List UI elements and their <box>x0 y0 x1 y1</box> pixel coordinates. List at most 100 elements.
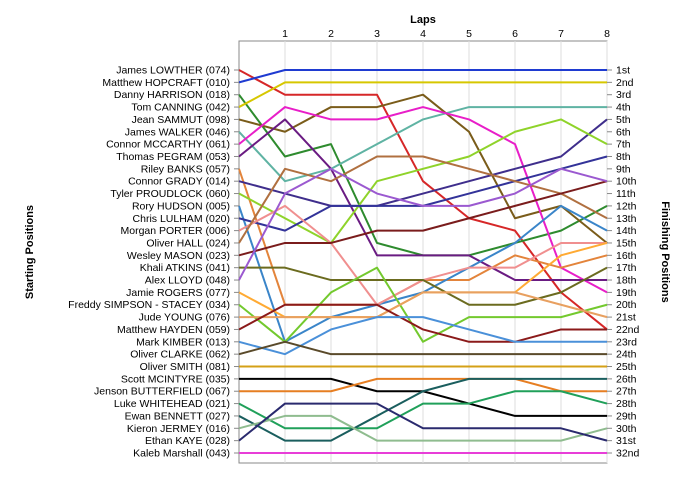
series-line <box>238 93 608 244</box>
finish-label: 9th <box>616 163 631 175</box>
finish-label: 25th <box>616 361 637 373</box>
driver-label: Wesley MASON (023) <box>127 250 230 262</box>
lap-tick-label: 5 <box>466 28 472 40</box>
driver-label: Kaleb Marshall (043) <box>133 448 230 460</box>
driver-label: Jamie ROGERS (077) <box>126 287 230 299</box>
finish-label: 19th <box>616 287 637 299</box>
finish-label: 30th <box>616 423 637 435</box>
series-line <box>238 155 608 244</box>
driver-label: Tom CANNING (042) <box>131 102 230 114</box>
finish-label: 21st <box>616 312 636 324</box>
finish-label: 24th <box>616 349 637 361</box>
lap-tick-label: 7 <box>558 28 564 40</box>
finish-label: 16th <box>616 250 637 262</box>
driver-label: Thomas PEGRAM (053) <box>116 151 230 163</box>
finish-label: 2nd <box>616 77 634 89</box>
driver-label: Oliver CLARKE (062) <box>130 349 230 361</box>
series-line <box>238 69 608 331</box>
driver-label: James LOWTHER (074) <box>116 65 230 77</box>
driver-label: Oliver SMITH (081) <box>140 361 230 373</box>
series-line <box>238 106 607 183</box>
finish-label: 29th <box>616 410 637 422</box>
series-line <box>238 414 608 442</box>
driver-label: Morgan PORTER (006) <box>120 225 230 237</box>
finish-label: 13th <box>616 213 637 225</box>
finishing-position-labels: 1st2nd3rd4th5th6th7th8th9th10th11th12th1… <box>607 65 640 460</box>
series-line <box>238 180 608 257</box>
series-line <box>238 303 607 343</box>
series-line <box>238 266 608 343</box>
driver-label: Jude YOUNG (076) <box>139 312 230 324</box>
series-line <box>238 106 608 294</box>
starting-position-labels: James LOWTHER (074)Matthew HOPCRAFT (010… <box>68 65 239 460</box>
driver-label: Tyler PROUDLOCK (060) <box>110 188 230 200</box>
driver-label: Jenson BUTTERFIELD (067) <box>94 386 230 398</box>
lap-tick-label: 3 <box>374 28 380 40</box>
finish-label: 32nd <box>616 448 640 460</box>
driver-label: James WALKER (046) <box>125 126 230 138</box>
finish-label: 23rd <box>616 336 637 348</box>
driver-label: Luke WHITEHEAD (021) <box>114 398 230 410</box>
driver-label: Connor MCCARTHY (061) <box>106 139 230 151</box>
finish-label: 17th <box>616 262 637 274</box>
finish-label: 31st <box>616 435 636 447</box>
series-line <box>238 81 607 108</box>
lap-tick-label: 2 <box>328 28 334 40</box>
series-line <box>239 291 608 319</box>
series-line <box>238 390 608 430</box>
y-axis-title: Starting Positions <box>24 205 36 299</box>
series-line <box>238 377 607 442</box>
driver-label: Ethan KAYE (028) <box>145 435 230 447</box>
driver-label: Chris LULHAM (020) <box>133 213 230 225</box>
finish-label: 20th <box>616 299 637 311</box>
finish-label: 12th <box>616 200 637 212</box>
finish-label: 22nd <box>616 324 640 336</box>
driver-label: Matthew HAYDEN (059) <box>117 324 230 336</box>
finish-label: 1st <box>616 65 630 77</box>
driver-label: Riley BANKS (057) <box>141 163 230 175</box>
series-line <box>238 118 608 244</box>
lap-tick-label: 6 <box>512 28 518 40</box>
series-line <box>238 167 608 281</box>
finish-label: 14th <box>616 225 637 237</box>
series-line <box>238 340 607 356</box>
driver-label: Oliver HALL (024) <box>146 237 230 249</box>
finish-label: 18th <box>616 275 637 287</box>
finish-label: 5th <box>616 114 631 126</box>
finish-label: 4th <box>616 102 631 114</box>
driver-label: Danny HARRISON (018) <box>114 89 230 101</box>
x-axis-title: Laps <box>410 14 436 26</box>
finish-label: 8th <box>616 151 631 163</box>
series-line <box>238 118 607 282</box>
finish-label: 11th <box>616 188 636 200</box>
driver-label: Ewan BENNETT (027) <box>125 410 230 422</box>
driver-label: Alex LLOYD (048) <box>145 275 230 287</box>
series-line <box>239 377 607 393</box>
series-line <box>238 402 608 442</box>
driver-label: Scott MCINTYRE (035) <box>121 373 230 385</box>
finish-label: 7th <box>616 139 631 151</box>
driver-label: Kieron JERMEY (016) <box>127 423 230 435</box>
lap-tick-label: 8 <box>604 28 610 40</box>
driver-label: Mark KIMBER (013) <box>136 336 230 348</box>
driver-label: Jean SAMMUT (098) <box>132 114 230 126</box>
finish-label: 26th <box>616 373 637 385</box>
lap-tick-label: 1 <box>282 28 288 40</box>
driver-label: Connor GRADY (014) <box>128 176 230 188</box>
finish-label: 28th <box>616 398 637 410</box>
y2-axis-title: Finishing Positions <box>659 201 671 302</box>
lap-tick-label: 4 <box>420 28 426 40</box>
series-line <box>239 266 608 306</box>
series-line <box>238 69 607 84</box>
series-lines <box>238 69 608 454</box>
driver-label: Khali ATKINS (041) <box>140 262 230 274</box>
finish-label: 27th <box>616 386 637 398</box>
driver-label: Matthew HOPCRAFT (010) <box>102 77 230 89</box>
driver-label: Freddy SIMPSON - STACEY (034) <box>68 299 230 311</box>
finish-label: 10th <box>616 176 637 188</box>
finish-label: 3rd <box>616 89 631 101</box>
lap-tick-labels: 1 2 3 4 5 6 7 8 <box>282 28 610 40</box>
series-line <box>238 118 608 207</box>
finish-label: 15th <box>616 237 637 249</box>
